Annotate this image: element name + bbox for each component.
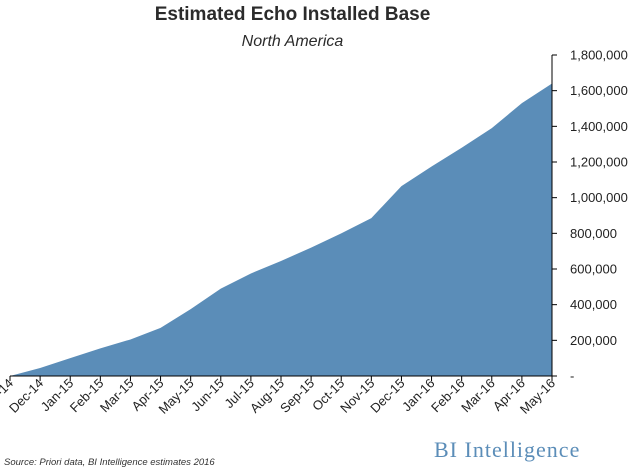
y-tick-label: 600,000 <box>570 262 617 277</box>
x-tick-label: Mar-16 <box>458 376 498 416</box>
y-tick-label: 800,000 <box>570 226 617 241</box>
y-tick-label: 200,000 <box>570 333 617 348</box>
y-tick-label: 1,800,000 <box>570 48 628 63</box>
y-tick-label: 400,000 <box>570 297 617 312</box>
y-tick-label: 1,000,000 <box>570 190 628 205</box>
x-tick-label: Mar-15 <box>97 376 137 416</box>
x-tick-label: Sep-15 <box>277 376 317 416</box>
x-axis-ticks: Nov-14Dec-14Jan-15Feb-15Mar-15Apr-15May-… <box>0 376 558 417</box>
y-axis-ticks: - 200,000 400,000 600,000 800,000 1,000,000 1,… <box>552 48 628 384</box>
brand-logo: BI Intelligence <box>434 437 581 462</box>
y-tick-label: - <box>570 369 574 384</box>
y-tick-label: 1,200,000 <box>570 155 628 170</box>
area-series-0 <box>10 83 552 376</box>
x-tick-label: Jun-15 <box>188 376 227 415</box>
area-layer <box>10 83 552 376</box>
x-tick-label: Dec-15 <box>367 376 407 416</box>
chart-subtitle: North America <box>241 33 344 50</box>
y-tick-label: 1,400,000 <box>570 119 628 134</box>
source-note: Source: Priori data, BI Intelligence est… <box>4 457 215 468</box>
x-tick-label: Dec-14 <box>6 376 46 416</box>
y-tick-label: 1,600,000 <box>570 83 628 98</box>
chart-title: Estimated Echo Installed Base <box>154 4 431 25</box>
